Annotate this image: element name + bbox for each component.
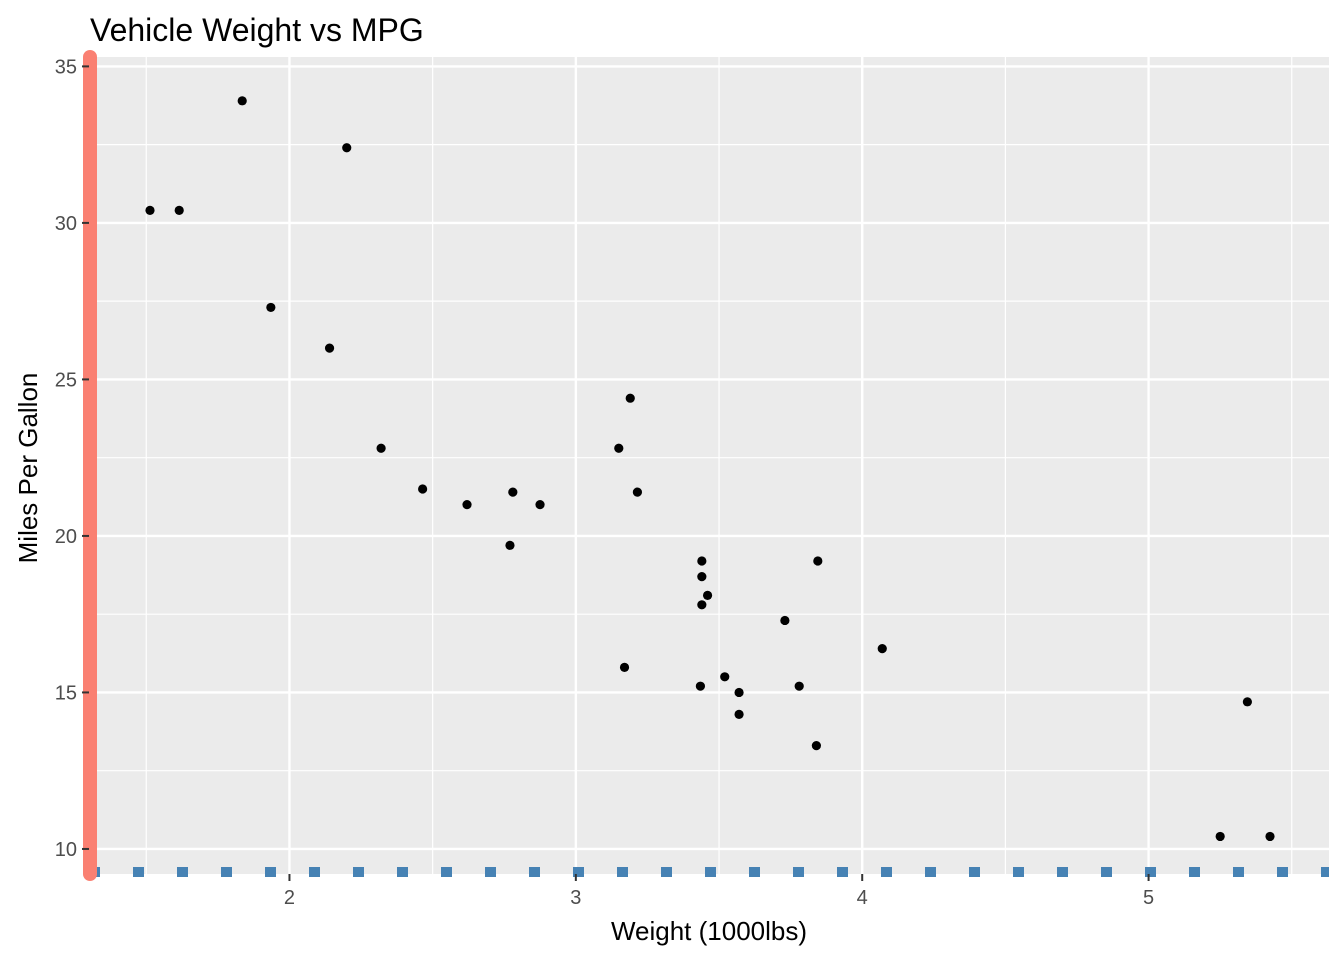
y-axis-title: Miles Per Gallon bbox=[13, 373, 43, 564]
data-point bbox=[145, 205, 155, 215]
data-points bbox=[145, 96, 1275, 842]
data-point bbox=[342, 143, 352, 153]
minor-gridlines bbox=[89, 57, 1329, 874]
data-point bbox=[614, 443, 624, 453]
data-point bbox=[237, 96, 247, 106]
y-tick-label: 15 bbox=[55, 682, 77, 704]
plot-panel bbox=[89, 57, 1329, 874]
data-point bbox=[1265, 831, 1275, 842]
data-point bbox=[462, 500, 472, 510]
data-point bbox=[266, 302, 276, 313]
data-point bbox=[418, 484, 428, 494]
x-axis-title: Weight (1000lbs) bbox=[611, 916, 807, 946]
data-point bbox=[697, 556, 707, 566]
data-point bbox=[376, 443, 386, 453]
y-tick-label: 10 bbox=[55, 839, 77, 861]
data-point bbox=[734, 709, 744, 719]
x-tick-label: 4 bbox=[857, 887, 868, 909]
data-point bbox=[720, 672, 730, 682]
data-point bbox=[1242, 697, 1252, 707]
data-point bbox=[702, 590, 713, 601]
data-point bbox=[695, 681, 706, 691]
data-point bbox=[697, 572, 707, 582]
y-tick-label: 30 bbox=[55, 213, 77, 235]
data-point bbox=[813, 556, 823, 566]
x-tick-label: 5 bbox=[1143, 887, 1154, 909]
data-point bbox=[535, 500, 545, 510]
x-tick-label: 2 bbox=[284, 887, 295, 909]
y-tick-label: 20 bbox=[55, 526, 77, 548]
data-point bbox=[508, 487, 518, 497]
data-point bbox=[1215, 831, 1225, 842]
x-axis-ticks: 2 3 4 5 bbox=[284, 874, 1154, 909]
data-point bbox=[632, 487, 643, 497]
major-gridlines bbox=[89, 57, 1329, 874]
data-point bbox=[324, 343, 335, 353]
data-point bbox=[619, 662, 630, 673]
data-point bbox=[697, 600, 707, 610]
y-tick-label: 25 bbox=[55, 369, 77, 391]
x-tick-label: 3 bbox=[570, 887, 581, 909]
data-point bbox=[505, 540, 515, 550]
data-point bbox=[780, 615, 790, 626]
y-tick-label: 35 bbox=[55, 56, 77, 78]
y-axis-ticks: 10 15 20 25 30 35 bbox=[55, 56, 89, 861]
chart-title: Vehicle Weight vs MPG bbox=[90, 12, 424, 48]
data-point bbox=[625, 393, 635, 403]
data-point bbox=[811, 741, 821, 751]
data-point bbox=[174, 205, 184, 215]
data-point bbox=[734, 687, 744, 698]
data-point bbox=[794, 681, 804, 691]
data-point bbox=[877, 644, 887, 654]
